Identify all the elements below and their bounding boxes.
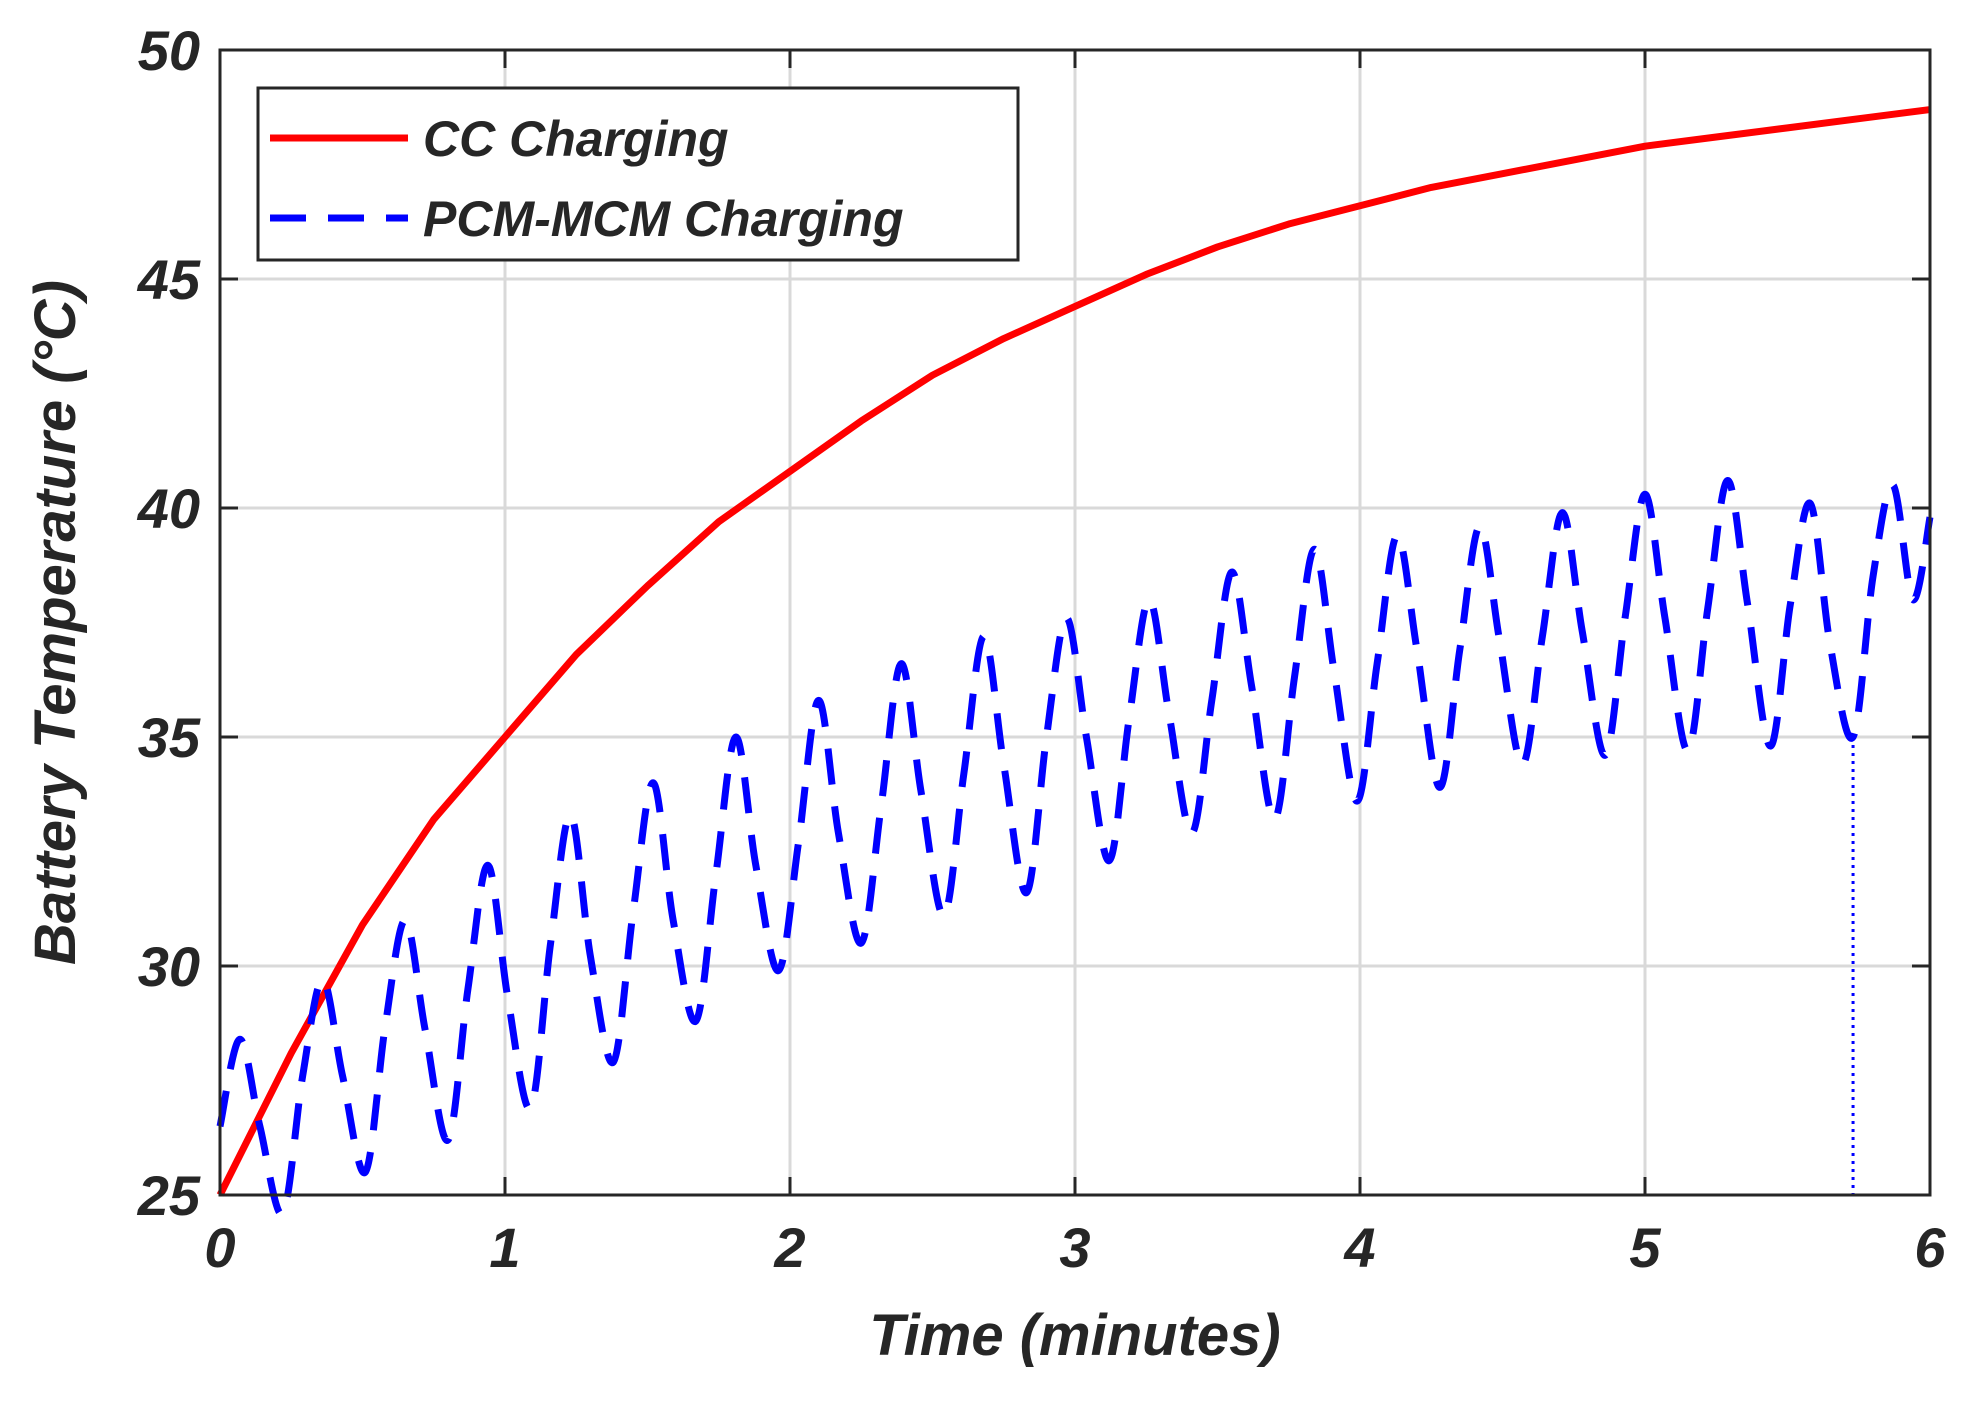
legend: CC Charging PCM-MCM Charging — [256, 86, 1020, 262]
x-tick-label: 0 — [204, 1216, 235, 1279]
series-line-cc-charging — [216, 106, 1931, 1197]
y-axis-label: Battery Temperature (°C) — [23, 280, 88, 965]
x-tick-label: 4 — [1343, 1216, 1375, 1279]
legend-box — [256, 86, 1020, 262]
data-series — [216, 106, 1934, 1218]
legend-label-pcm-mcm-charging: PCM-MCM Charging — [423, 191, 904, 247]
x-tick-label: 6 — [1914, 1216, 1946, 1279]
y-tick-label: 50 — [138, 19, 200, 82]
y-tick-label: 45 — [137, 248, 201, 311]
y-tick-label: 40 — [137, 477, 200, 540]
x-tick-label: 3 — [1059, 1216, 1090, 1279]
series-line-pcm-mcm-charging — [216, 477, 1934, 1218]
x-tick-label: 1 — [489, 1216, 520, 1279]
x-axis-label: Time (minutes) — [869, 1303, 1280, 1368]
x-tick-label: 2 — [773, 1216, 805, 1279]
y-tick-label: 25 — [137, 1164, 201, 1227]
y-tick-label: 30 — [138, 935, 200, 998]
legend-label-cc-charging: CC Charging — [423, 111, 729, 167]
y-tick-label: 35 — [138, 706, 201, 769]
x-tick-label: 5 — [1629, 1216, 1661, 1279]
